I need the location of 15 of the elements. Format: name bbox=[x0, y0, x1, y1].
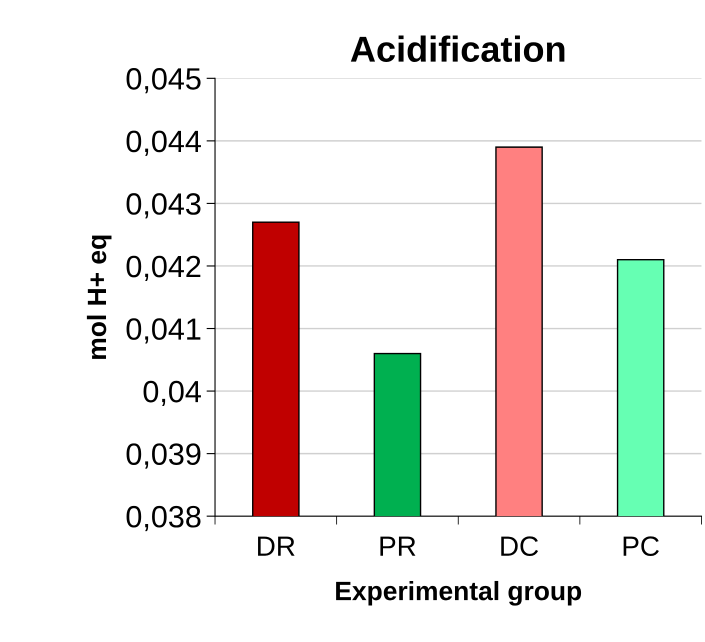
chart-title: Acidification bbox=[350, 35, 564, 62]
y-tick-label: 0,043 bbox=[126, 193, 200, 218]
y-tick-label: 0,045 bbox=[126, 68, 201, 94]
y-axis-title: mol H+ eq bbox=[86, 236, 112, 359]
x-tick-label: DC bbox=[501, 536, 538, 556]
x-tick-label: PC bbox=[624, 536, 659, 556]
y-tick-label: 0,04 bbox=[144, 380, 201, 406]
x-axis-title: Experimental group bbox=[336, 580, 582, 606]
x-tick-label: DR bbox=[258, 536, 295, 556]
x-tick-label: PR bbox=[380, 536, 416, 556]
y-tick-label: 0,044 bbox=[126, 130, 201, 156]
y-tick-label: 0,038 bbox=[126, 506, 201, 532]
y-tick-label: 0,041 bbox=[126, 318, 200, 344]
y-tick-label: 0,042 bbox=[126, 256, 200, 281]
y-tick-label: 0,039 bbox=[126, 443, 200, 469]
